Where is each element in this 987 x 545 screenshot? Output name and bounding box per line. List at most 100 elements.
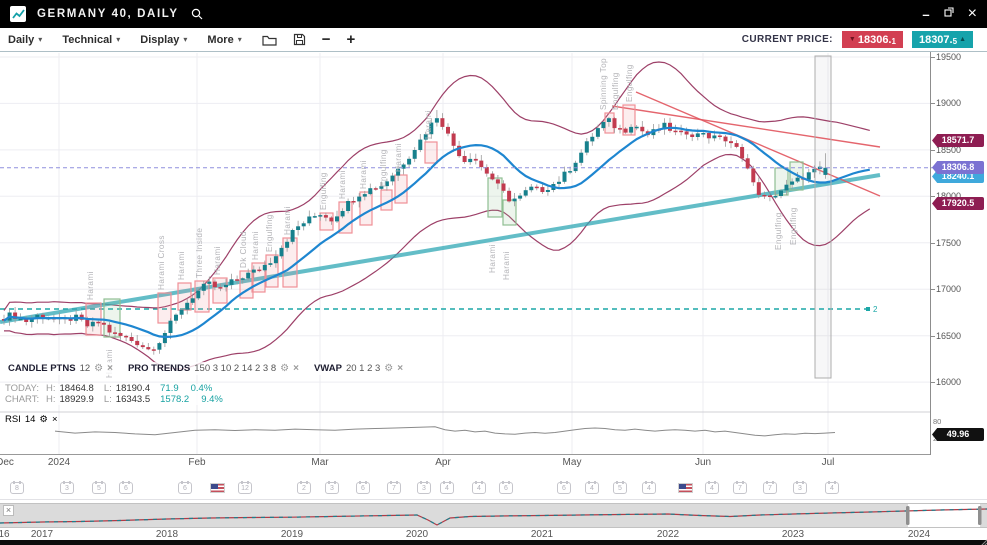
svg-text:Harami: Harami — [338, 170, 347, 199]
svg-text:Harami: Harami — [502, 251, 511, 280]
minimize-button[interactable]: – — [922, 6, 930, 22]
svg-text:2: 2 — [873, 305, 878, 314]
close-icon[interactable]: × — [397, 363, 404, 374]
y-axis-tick: 19000 — [930, 98, 962, 109]
window-title: GERMANY 40, DAILY — [37, 8, 179, 20]
calendar-event-icon[interactable]: 4 — [440, 481, 454, 494]
calendar-event-icon[interactable]: 3 — [60, 481, 74, 494]
save-icon[interactable] — [293, 33, 306, 46]
navigator-year-label: 16 — [0, 529, 10, 540]
indicator-legends: CANDLE PTNS 12 ⚙ × PRO TRENDS 150 3 10 2… — [5, 362, 415, 375]
search-icon[interactable] — [191, 8, 203, 20]
us-flag-icon[interactable] — [210, 483, 225, 493]
svg-text:Harami: Harami — [283, 206, 292, 235]
svg-text:Harami: Harami — [394, 143, 403, 172]
current-price-group: CURRENT PRICE: ▼ 18306. 1 18307. 5 ▲ — [742, 31, 979, 48]
close-button[interactable]: × — [967, 5, 977, 22]
y-axis-tick: 18000 — [930, 191, 962, 202]
svg-text:Engulfing: Engulfing — [379, 149, 388, 187]
y-axis-tick: 17500 — [930, 237, 962, 248]
price-marker-badge: 17920.5 — [932, 197, 984, 210]
open-folder-icon[interactable] — [262, 34, 277, 46]
navigator-year-label: 2017 — [30, 529, 54, 540]
calendar-event-icon[interactable]: 7 — [733, 481, 747, 494]
title-bar: GERMANY 40, DAILY – × — [0, 0, 987, 28]
y-axis-line — [930, 52, 931, 455]
legend-candle-ptns: CANDLE PTNS 12 ⚙ × — [8, 363, 113, 374]
chevron-down-icon: ▾ — [38, 35, 43, 44]
calendar-event-icon[interactable]: 6 — [119, 481, 133, 494]
calendar-event-icon[interactable]: 12 — [238, 481, 252, 494]
x-axis-label: Jun — [694, 457, 712, 468]
toolbar: Daily ▾ Technical ▾ Display ▾ More ▾ − +… — [0, 28, 987, 52]
navigator-year-label: 2019 — [280, 529, 304, 540]
calendar-event-icon[interactable]: 4 — [825, 481, 839, 494]
calendar-event-icon[interactable]: 7 — [387, 481, 401, 494]
main-chart-canvas[interactable]: 2 Harami Harami Harami Cross Harami Three Ins… — [0, 52, 987, 455]
svg-text:Engulfing: Engulfing — [625, 64, 634, 102]
calendar-event-icon[interactable]: 2 — [297, 481, 311, 494]
gear-icon[interactable]: ⚙ — [94, 363, 104, 374]
x-axis: Dec 2024 Feb Mar Apr May Jun Jul — [0, 457, 930, 470]
gear-icon[interactable]: ⚙ — [39, 414, 48, 425]
calendar-event-icon[interactable]: 6 — [557, 481, 571, 494]
menu-technical[interactable]: Technical ▾ — [62, 33, 121, 46]
navigator-year-label: 2024 — [907, 529, 931, 540]
close-icon[interactable]: × — [51, 414, 58, 425]
calendar-event-icon[interactable]: 3 — [325, 481, 339, 494]
legend-vwap: VWAP 20 1 2 3 ⚙ × — [313, 363, 404, 374]
navigator-years: 16 2017 2018 2019 2020 2021 2022 2023 2024 — [0, 529, 987, 540]
popout-button[interactable] — [943, 6, 955, 22]
y-axis-tick: 16500 — [930, 330, 962, 341]
resize-grip[interactable] — [977, 535, 987, 545]
svg-text:Dk Cloud: Dk Cloud — [239, 231, 248, 268]
calendar-event-icon[interactable]: 8 — [10, 481, 24, 494]
today-stats-row: TODAY: H: 18464.8 L: 18190.4 71.9 0.4% — [5, 383, 213, 394]
zoom-out-button[interactable]: − — [321, 31, 331, 48]
navigator-year-label: 2020 — [405, 529, 429, 540]
chart-stats-row: CHART: H: 18929.9 L: 16343.5 1578.2 9.4% — [5, 393, 223, 405]
svg-text:Engulfing: Engulfing — [611, 72, 620, 110]
us-flag-icon[interactable] — [678, 483, 693, 493]
svg-text:Harami: Harami — [213, 246, 222, 275]
calendar-event-icon[interactable]: 5 — [613, 481, 627, 494]
navigator-year-label: 2021 — [530, 529, 554, 540]
zoom-in-button[interactable]: + — [346, 31, 356, 48]
calendar-event-icon[interactable]: 4 — [705, 481, 719, 494]
close-icon[interactable]: × — [107, 363, 113, 374]
y-axis-tick: 18500 — [930, 144, 962, 155]
chevron-down-icon: ▾ — [116, 35, 121, 44]
economic-events-row: 8 3 5 6 6 12 2 3 6 7 3 4 4 6 6 4 5 4 4 7 7 3 4 — [0, 481, 987, 497]
app-logo-icon — [10, 6, 26, 22]
svg-text:Engulfing: Engulfing — [774, 212, 783, 250]
svg-text:Harami: Harami — [251, 231, 260, 260]
ask-price-badge[interactable]: 18307. 5 ▲ — [911, 31, 973, 48]
calendar-event-icon[interactable]: 4 — [472, 481, 486, 494]
navigator-close-button[interactable]: × — [3, 505, 14, 516]
calendar-event-icon[interactable]: 3 — [793, 481, 807, 494]
calendar-event-icon[interactable]: 3 — [417, 481, 431, 494]
timeline-navigator[interactable] — [0, 503, 987, 528]
calendar-event-icon[interactable]: 4 — [585, 481, 599, 494]
calendar-event-icon[interactable]: 7 — [763, 481, 777, 494]
gear-icon[interactable]: ⚙ — [384, 363, 394, 374]
calendar-event-icon[interactable]: 6 — [178, 481, 192, 494]
price-marker-badge: 49.96 — [932, 428, 984, 441]
svg-text:Engulfing: Engulfing — [319, 172, 328, 210]
menu-display[interactable]: Display ▾ — [140, 33, 188, 46]
bid-price-badge[interactable]: ▼ 18306. 1 — [841, 31, 903, 48]
rsi-legend: RSI 14 ⚙ × — [5, 414, 58, 425]
x-axis-label: May — [562, 457, 582, 468]
rsi-axis-tick: 80 — [933, 417, 942, 426]
gear-icon[interactable]: ⚙ — [280, 363, 290, 374]
svg-text:Harami: Harami — [359, 160, 368, 189]
calendar-event-icon[interactable]: 4 — [642, 481, 656, 494]
menu-more[interactable]: More ▾ — [207, 33, 242, 46]
svg-text:Harami: Harami — [424, 110, 433, 139]
menu-daily[interactable]: Daily ▾ — [8, 33, 43, 46]
calendar-event-icon[interactable]: 6 — [356, 481, 370, 494]
calendar-event-icon[interactable]: 5 — [92, 481, 106, 494]
calendar-event-icon[interactable]: 6 — [499, 481, 513, 494]
close-icon[interactable]: × — [293, 363, 299, 374]
y-axis-tick: 19500 — [930, 52, 962, 62]
